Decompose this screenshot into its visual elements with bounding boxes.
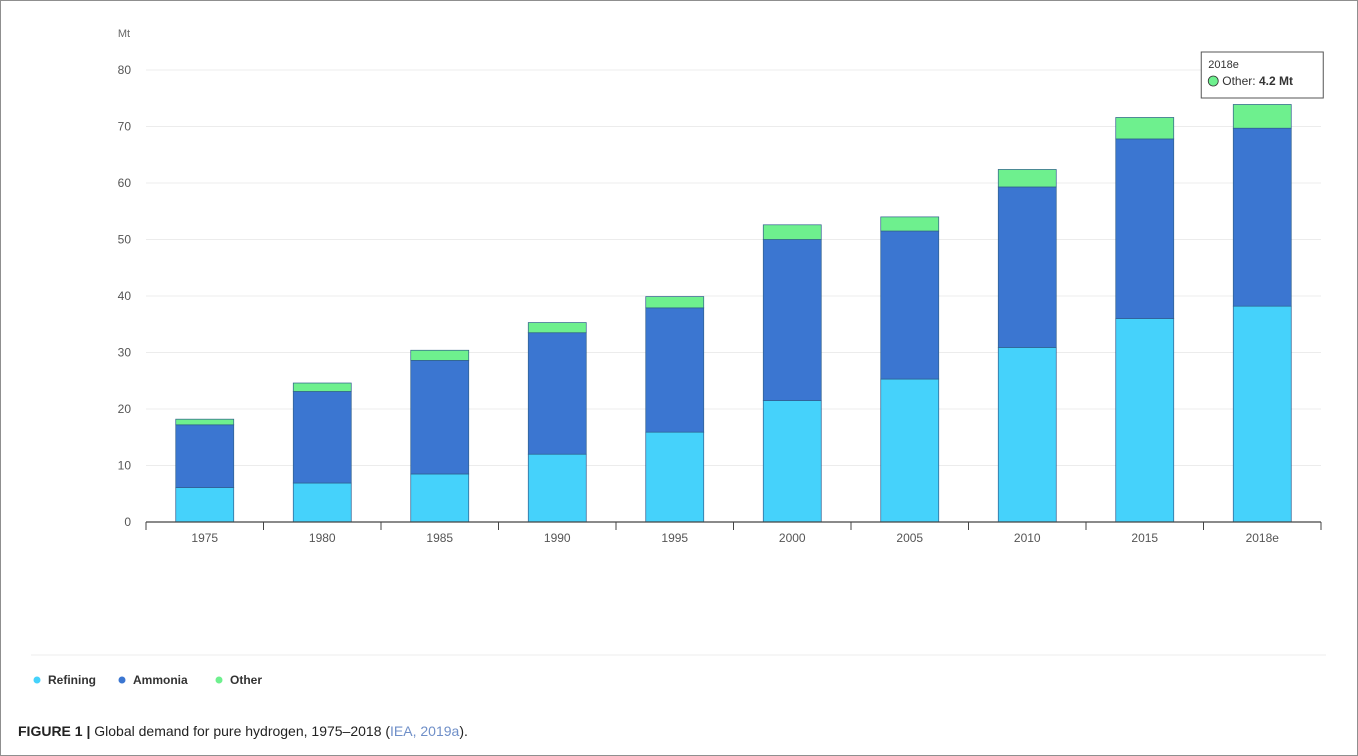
bar-other-2010[interactable] bbox=[997, 169, 1057, 188]
bar-refining-1990[interactable] bbox=[527, 453, 587, 523]
y-tick-label: 50 bbox=[118, 233, 132, 247]
legend-marker-refining bbox=[33, 676, 41, 684]
bar-ammonia-1990[interactable] bbox=[527, 332, 587, 455]
tooltip-title: 2018e bbox=[1208, 59, 1239, 71]
y-tick-label: 80 bbox=[118, 63, 132, 77]
bar-refining-2015[interactable] bbox=[1115, 318, 1175, 523]
x-tick-label: 2015 bbox=[1131, 531, 1158, 545]
chart: 0 10 20 30 40 50 60 70 80 Mt 1975 1980 1985 1990 199… bbox=[31, 28, 1326, 687]
bar-ammonia-2000[interactable] bbox=[762, 239, 822, 401]
bars bbox=[175, 104, 1292, 523]
y-tick-label: 30 bbox=[118, 346, 132, 360]
bar-refining-1980[interactable] bbox=[292, 482, 352, 523]
legend-label-other[interactable]: Other bbox=[230, 673, 262, 687]
x-tick-label: 1975 bbox=[191, 531, 218, 545]
legend-label-ammonia[interactable]: Ammonia bbox=[133, 673, 188, 687]
bar-ammonia-1995[interactable] bbox=[645, 307, 705, 433]
bar-other-2018e[interactable] bbox=[1232, 104, 1292, 129]
x-tick-label: 1990 bbox=[544, 531, 571, 545]
x-tick-label: 1980 bbox=[309, 531, 336, 545]
y-tick-label: 40 bbox=[118, 289, 132, 303]
y-tick-label: 60 bbox=[118, 176, 132, 190]
bar-other-1985[interactable] bbox=[410, 349, 470, 361]
bar-refining-2010[interactable] bbox=[997, 347, 1057, 523]
legend-label-refining[interactable]: Refining bbox=[48, 673, 96, 687]
x-axis: 1975 1980 1985 1990 1995 2000 2005 2010 2015 2018… bbox=[145, 521, 1322, 545]
bar-other-2005[interactable] bbox=[880, 216, 940, 232]
legend-marker-ammonia bbox=[118, 676, 126, 684]
tooltip-box bbox=[1200, 51, 1324, 99]
bar-refining-1975[interactable] bbox=[175, 487, 235, 523]
bar-ammonia-1975[interactable] bbox=[175, 424, 235, 488]
bar-other-1995[interactable] bbox=[645, 296, 705, 309]
x-tick-label: 2010 bbox=[1014, 531, 1041, 545]
bar-ammonia-2010[interactable] bbox=[997, 186, 1057, 348]
y-tick-label: 0 bbox=[124, 515, 131, 529]
y-axis: 0 10 20 30 40 50 60 70 80 bbox=[118, 63, 132, 529]
tooltip: 2018e Other: 4.2 Mt bbox=[1200, 51, 1324, 99]
bar-ammonia-1980[interactable] bbox=[292, 391, 352, 484]
y-tick-label: 20 bbox=[118, 402, 132, 416]
bar-refining-2005[interactable] bbox=[880, 378, 940, 523]
caption-end: ). bbox=[459, 723, 468, 739]
x-tick-label: 1995 bbox=[661, 531, 688, 545]
bar-refining-1995[interactable] bbox=[645, 431, 705, 523]
y-tick-label: 10 bbox=[118, 459, 132, 473]
bar-refining-2018e[interactable] bbox=[1232, 305, 1292, 523]
tooltip-value: Other: 4.2 Mt bbox=[1222, 74, 1293, 88]
tooltip-marker bbox=[1207, 75, 1219, 87]
figure-label: FIGURE 1 | bbox=[18, 723, 91, 739]
legend-marker-other bbox=[215, 676, 223, 684]
x-tick-label: 2000 bbox=[779, 531, 806, 545]
bar-other-1980[interactable] bbox=[292, 382, 352, 392]
bar-other-2015[interactable] bbox=[1115, 117, 1175, 140]
bar-ammonia-1985[interactable] bbox=[410, 360, 470, 475]
caption-text: Global demand for pure hydrogen, 1975–20… bbox=[90, 723, 391, 739]
legend: Refining Ammonia Other bbox=[33, 673, 262, 687]
figure-caption: FIGURE 1 | Global demand for pure hydrog… bbox=[18, 723, 468, 739]
bar-ammonia-2005[interactable] bbox=[880, 230, 940, 380]
bar-refining-1985[interactable] bbox=[410, 473, 470, 523]
y-tick-label: 70 bbox=[118, 120, 132, 134]
bar-ammonia-2018e[interactable] bbox=[1232, 127, 1292, 307]
x-tick-label: 1985 bbox=[426, 531, 453, 545]
bar-ammonia-2015[interactable] bbox=[1115, 138, 1175, 319]
bar-refining-2000[interactable] bbox=[762, 400, 822, 523]
bar-other-1975[interactable] bbox=[175, 418, 235, 426]
tooltip-series-label: Other: bbox=[1222, 74, 1259, 88]
caption-citation-link[interactable]: IEA, 2019a bbox=[390, 723, 460, 739]
y-unit-label: Mt bbox=[118, 28, 130, 40]
bar-other-2000[interactable] bbox=[762, 224, 822, 240]
tooltip-value-label: 4.2 Mt bbox=[1259, 74, 1293, 88]
x-tick-label: 2018e bbox=[1246, 531, 1280, 545]
bar-other-1990[interactable] bbox=[527, 322, 587, 334]
x-tick-label: 2005 bbox=[896, 531, 923, 545]
